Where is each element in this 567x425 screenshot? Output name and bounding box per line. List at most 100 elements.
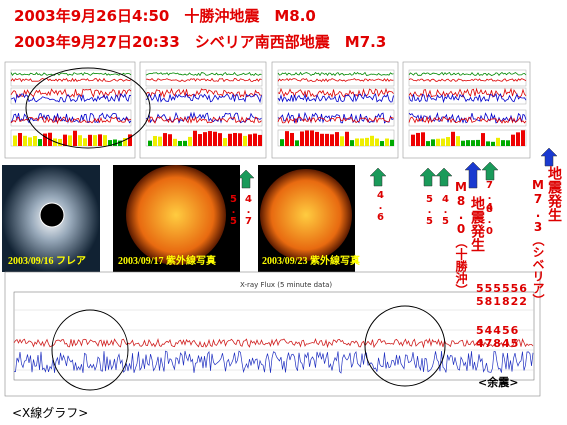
row: 555556 [476, 282, 528, 295]
bar [168, 134, 172, 146]
photo-caption: 2003/09/23 紫外線写真 [262, 254, 360, 267]
magnitude: 7.4 [484, 180, 495, 213]
subplot [145, 87, 263, 105]
bar [248, 134, 252, 146]
bar [365, 137, 369, 146]
bar [73, 130, 77, 146]
bar [158, 136, 162, 146]
bar [496, 137, 500, 146]
sun [260, 169, 352, 261]
trace [408, 115, 527, 124]
xray-title: X-ray Flux (5 minute data) [240, 281, 332, 289]
bar [118, 140, 122, 146]
bar [411, 134, 415, 146]
trace [13, 337, 534, 349]
aftershock-label: <余震> [478, 376, 519, 389]
bar [325, 133, 329, 146]
bar [511, 134, 515, 146]
bar [516, 132, 520, 146]
xray-caption: <X線グラフ> [12, 406, 89, 420]
bar [380, 141, 384, 146]
trace [10, 72, 132, 77]
photo-caption: 2003/09/17 紫外線写真 [118, 254, 216, 267]
bar [108, 140, 112, 146]
sun [126, 165, 226, 265]
trace [277, 87, 394, 99]
trace [408, 78, 527, 83]
bar [501, 140, 505, 146]
bar [320, 133, 324, 146]
bar [13, 135, 17, 146]
bar [461, 140, 465, 146]
bar [456, 136, 460, 146]
bar [375, 138, 379, 146]
magnitude: 4.7 [243, 194, 254, 227]
trace [277, 78, 394, 83]
bar [113, 139, 117, 146]
bar [486, 141, 490, 146]
bar [426, 141, 430, 146]
bar [28, 137, 32, 146]
arrow [369, 167, 387, 187]
bar [310, 130, 314, 146]
trace [277, 116, 394, 125]
plot-area [13, 291, 535, 381]
bar [416, 132, 420, 146]
title-line: 2003年9月26日4:50 十勝沖地震 M8.0 [14, 7, 316, 25]
bar [491, 141, 495, 146]
subplot [10, 109, 132, 127]
bar [506, 140, 510, 146]
bar [446, 137, 450, 146]
circle-mark [364, 305, 446, 387]
bar [360, 138, 364, 146]
bar [436, 138, 440, 146]
bar [315, 131, 319, 146]
bar [390, 139, 394, 146]
bar [451, 131, 455, 146]
magnitude: 4.6 [375, 190, 386, 223]
magnitude: 8.0 [484, 204, 495, 237]
bar [466, 140, 470, 146]
bar [93, 135, 97, 146]
bar [421, 132, 425, 146]
aftershock-values: 555556 581822 54456 47845 [476, 282, 528, 350]
circle-mark [51, 309, 129, 391]
trace [145, 111, 262, 124]
bar [340, 136, 344, 146]
trace [10, 88, 132, 99]
bar [88, 134, 92, 146]
event-magnitude: M8.0（十勝沖） [454, 180, 468, 296]
trace [13, 350, 534, 374]
trace [145, 87, 262, 99]
row: 54456 [476, 324, 520, 337]
bar [203, 132, 207, 146]
bar [153, 135, 157, 146]
arrow [237, 169, 255, 189]
subplot [10, 87, 132, 105]
event-label: 地震発生 [469, 196, 485, 252]
bar [123, 137, 127, 146]
bar [370, 135, 374, 146]
bar [63, 134, 67, 146]
bar [173, 138, 177, 146]
bar [148, 140, 152, 146]
bar [83, 138, 87, 146]
bar [233, 132, 237, 146]
bar [295, 140, 299, 146]
bar [43, 133, 47, 146]
subplot [408, 109, 527, 127]
bar [350, 140, 354, 146]
row: 581822 [476, 295, 528, 308]
trace [145, 93, 262, 104]
bar [193, 130, 197, 146]
magnitude: 5.5 [424, 194, 435, 227]
bar [188, 136, 192, 146]
trace [10, 77, 132, 83]
circle-mark [25, 67, 151, 149]
trace [145, 77, 262, 83]
bar [23, 135, 27, 146]
bar [441, 138, 445, 146]
bar [335, 132, 339, 146]
bar [305, 130, 309, 146]
